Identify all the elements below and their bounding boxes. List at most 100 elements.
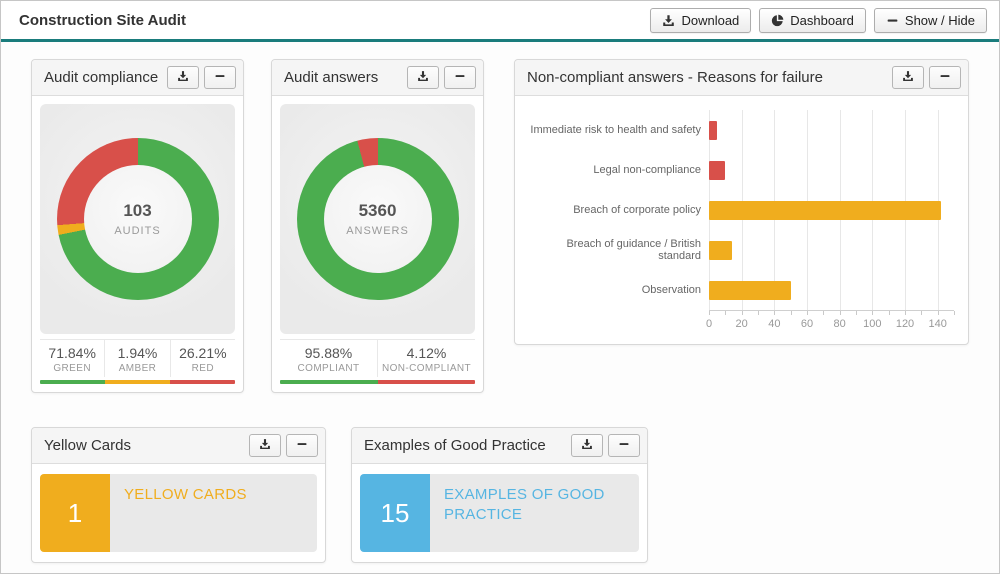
minus-icon — [214, 69, 226, 87]
minus-icon — [618, 437, 630, 455]
panel-download-button[interactable] — [407, 66, 439, 89]
legend-label: GREEN — [53, 363, 91, 374]
bar-track — [709, 280, 954, 300]
panel-download-button[interactable] — [571, 434, 603, 457]
dashboard-row-2: Yellow Cards 1 YELLOW CARDS — [31, 427, 969, 563]
dashboard-row-1: Audit compliance 103 AUDITS — [31, 59, 969, 393]
legend-cell-red: 26.21% RED — [169, 340, 235, 377]
dashboard-button[interactable]: Dashboard — [759, 7, 866, 33]
bar-row: Breach of guidance / British standard — [523, 230, 960, 270]
panel-reasons-title: Non-compliant answers - Reasons for fail… — [527, 69, 823, 86]
panel-download-button[interactable] — [249, 434, 281, 457]
donut-center: 5360 ANSWERS — [323, 165, 432, 273]
bar-category-label: Legal non-compliance — [593, 163, 701, 176]
yellow-cards-count: 1 — [40, 474, 110, 552]
panel-audit-compliance-body: 103 AUDITS 71.84% GREEN 1.94% AMBER — [32, 96, 243, 392]
axis-tick — [758, 311, 759, 315]
answers-count: 5360 — [358, 201, 397, 220]
panel-download-button[interactable] — [167, 66, 199, 89]
legend-value: 95.88% — [304, 345, 353, 361]
legend-cell-green: 71.84% GREEN — [40, 340, 104, 377]
audit-compliance-donut: 103 AUDITS — [56, 138, 219, 300]
good-practice-count: 15 — [360, 474, 430, 552]
minus-icon — [296, 437, 308, 455]
axis-tick — [774, 311, 776, 315]
panel-download-button[interactable] — [892, 66, 924, 89]
yellow-cards-widget: 1 YELLOW CARDS — [40, 474, 317, 552]
bar-row: Legal non-compliance — [523, 150, 960, 190]
axis-tick — [921, 311, 923, 315]
panel-collapse-button[interactable] — [929, 66, 961, 89]
color-bar-segment — [105, 380, 170, 384]
legend-label: NON-COMPLIANT — [381, 363, 472, 374]
audit-answers-chart-area: 5360 ANSWERS — [280, 104, 475, 334]
bar — [709, 120, 718, 140]
bar — [709, 200, 941, 220]
axis-tick-label: 100 — [863, 318, 882, 330]
panel-audit-answers-header: Audit answers — [272, 60, 483, 96]
axis-tick-label: 140 — [928, 318, 947, 330]
donut-center: 103 AUDITS — [83, 165, 192, 273]
bar-category-label: Breach of corporate policy — [573, 203, 701, 216]
panel-audit-compliance: Audit compliance 103 AUDITS — [31, 59, 244, 393]
bar-category-label: Observation — [641, 283, 701, 296]
good-practice-label: EXAMPLES OF GOOD PRACTICE — [444, 486, 605, 523]
show-hide-button[interactable]: Show / Hide — [873, 7, 987, 33]
download-icon — [581, 437, 593, 455]
audits-count-label: AUDITS — [114, 225, 161, 237]
bar-row: Immediate risk to health and safety — [523, 110, 960, 150]
panel-yellow-cards-header: Yellow Cards — [32, 428, 325, 464]
download-icon — [417, 69, 429, 87]
panel-collapse-button[interactable] — [608, 434, 640, 457]
panel-collapse-button[interactable] — [286, 434, 318, 457]
panel-audit-answers-body: 5360 ANSWERS 95.88% COMPLIANT 4.12% NON — [272, 96, 483, 392]
legend-value: 71.84% — [48, 345, 96, 361]
axis-tick-label: 60 — [800, 318, 814, 330]
header-divider — [1, 39, 999, 42]
panel-collapse-button[interactable] — [204, 66, 236, 89]
legend-value: 4.12% — [406, 345, 447, 361]
axis-tick — [888, 311, 890, 315]
panel-good-practice-title: Examples of Good Practice — [364, 437, 546, 454]
bar-row: Breach of corporate policy — [523, 190, 960, 230]
download-icon — [259, 437, 271, 455]
audit-answers-color-bar — [280, 380, 475, 384]
axis-tick — [954, 311, 955, 315]
bar-track — [709, 200, 954, 220]
download-button[interactable]: Download — [650, 7, 752, 33]
bar-category-label: Immediate risk to health and safety — [530, 123, 701, 136]
page-title: Construction Site Audit — [19, 11, 186, 29]
bar-track — [709, 160, 954, 180]
color-bar-segment — [280, 380, 378, 384]
minus-icon — [939, 69, 951, 87]
panel-good-practice-body: 15 EXAMPLES OF GOOD PRACTICE — [352, 464, 647, 562]
bar-chart-x-axis: 0 20 40 60 80 100 120 140 — [706, 310, 955, 336]
panel-collapse-button[interactable] — [444, 66, 476, 89]
audit-answers-legend: 95.88% COMPLIANT 4.12% NON-COMPLIANT — [280, 339, 475, 377]
panel-good-practice-header: Examples of Good Practice — [352, 428, 647, 464]
yellow-cards-widget-body: YELLOW CARDS — [110, 474, 317, 552]
bar-track — [709, 120, 954, 140]
color-bar-segment — [377, 380, 475, 384]
color-bar-segment — [170, 380, 235, 384]
bar-track — [709, 240, 954, 260]
panel-reasons-header: Non-compliant answers - Reasons for fail… — [515, 60, 968, 96]
panel-good-practice: Examples of Good Practice 15 EXAMPLES OF… — [351, 427, 648, 563]
yellow-cards-label: YELLOW CARDS — [124, 486, 247, 503]
dashboard-content: Audit compliance 103 AUDITS — [1, 42, 999, 563]
bar-category-label: Breach of guidance / British standard — [566, 237, 701, 262]
axis-tick — [823, 311, 825, 315]
legend-cell-compliant: 95.88% COMPLIANT — [280, 340, 377, 377]
axis-tick — [905, 311, 906, 315]
legend-value: 26.21% — [179, 345, 227, 361]
legend-label: RED — [191, 363, 214, 374]
axis-tick — [872, 311, 874, 315]
bar — [709, 160, 726, 180]
panel-yellow-cards: Yellow Cards 1 YELLOW CARDS — [31, 427, 326, 563]
axis-tick — [856, 311, 857, 315]
panel-yellow-cards-body: 1 YELLOW CARDS — [32, 464, 325, 562]
bar-row: Observation — [523, 270, 960, 310]
legend-label: COMPLIANT — [297, 363, 360, 374]
panel-reasons-for-failure: Non-compliant answers - Reasons for fail… — [514, 59, 969, 345]
